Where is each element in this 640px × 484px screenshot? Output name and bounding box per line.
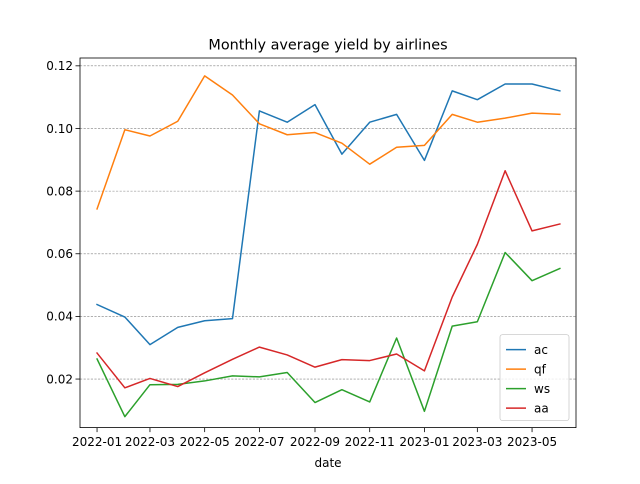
y-tick-label: 0.10 [46, 122, 73, 136]
series-line-ac [96, 83, 561, 346]
x-tick-label: 2022-07 [234, 435, 284, 449]
legend-label-ws: ws [534, 382, 550, 396]
y-axis: 0.02 0.04 0.06 0.08 0.10 0.12 [46, 59, 80, 386]
x-tick-label: 2022-01 [72, 435, 122, 449]
x-tick-label: 2022-11 [345, 435, 395, 449]
y-tick-label: 0.04 [46, 310, 73, 324]
x-axis-label: date [314, 456, 341, 470]
chart-title: Monthly average yield by airlines [208, 38, 447, 54]
x-tick-label: 2022-05 [180, 435, 230, 449]
x-tick-label: 2023-03 [452, 435, 502, 449]
y-tick-label: 0.12 [46, 59, 73, 73]
x-tick-label: 2022-09 [290, 435, 340, 449]
x-tick-label: 2022-03 [125, 435, 175, 449]
y-tick-label: 0.02 [46, 372, 73, 386]
y-tick-label: 0.06 [46, 247, 73, 261]
series-lines [95, 75, 561, 418]
series-line-aa [95, 170, 561, 389]
x-tick-label: 2023-05 [507, 435, 557, 449]
plot-frame [79, 57, 577, 429]
x-tick-label: 2023-01 [399, 435, 449, 449]
y-tick-label: 0.08 [46, 184, 73, 198]
x-axis: 2022-01 2022-03 2022-05 2022-07 2022-09 2022-… [72, 427, 557, 449]
legend-box [499, 334, 570, 422]
legend-label-ac: ac [534, 343, 548, 357]
legend-label-aa: aa [534, 401, 549, 415]
legend: ac qf ws aa [499, 334, 570, 422]
series-line-qf [96, 75, 561, 210]
legend-label-qf: qf [534, 362, 547, 376]
